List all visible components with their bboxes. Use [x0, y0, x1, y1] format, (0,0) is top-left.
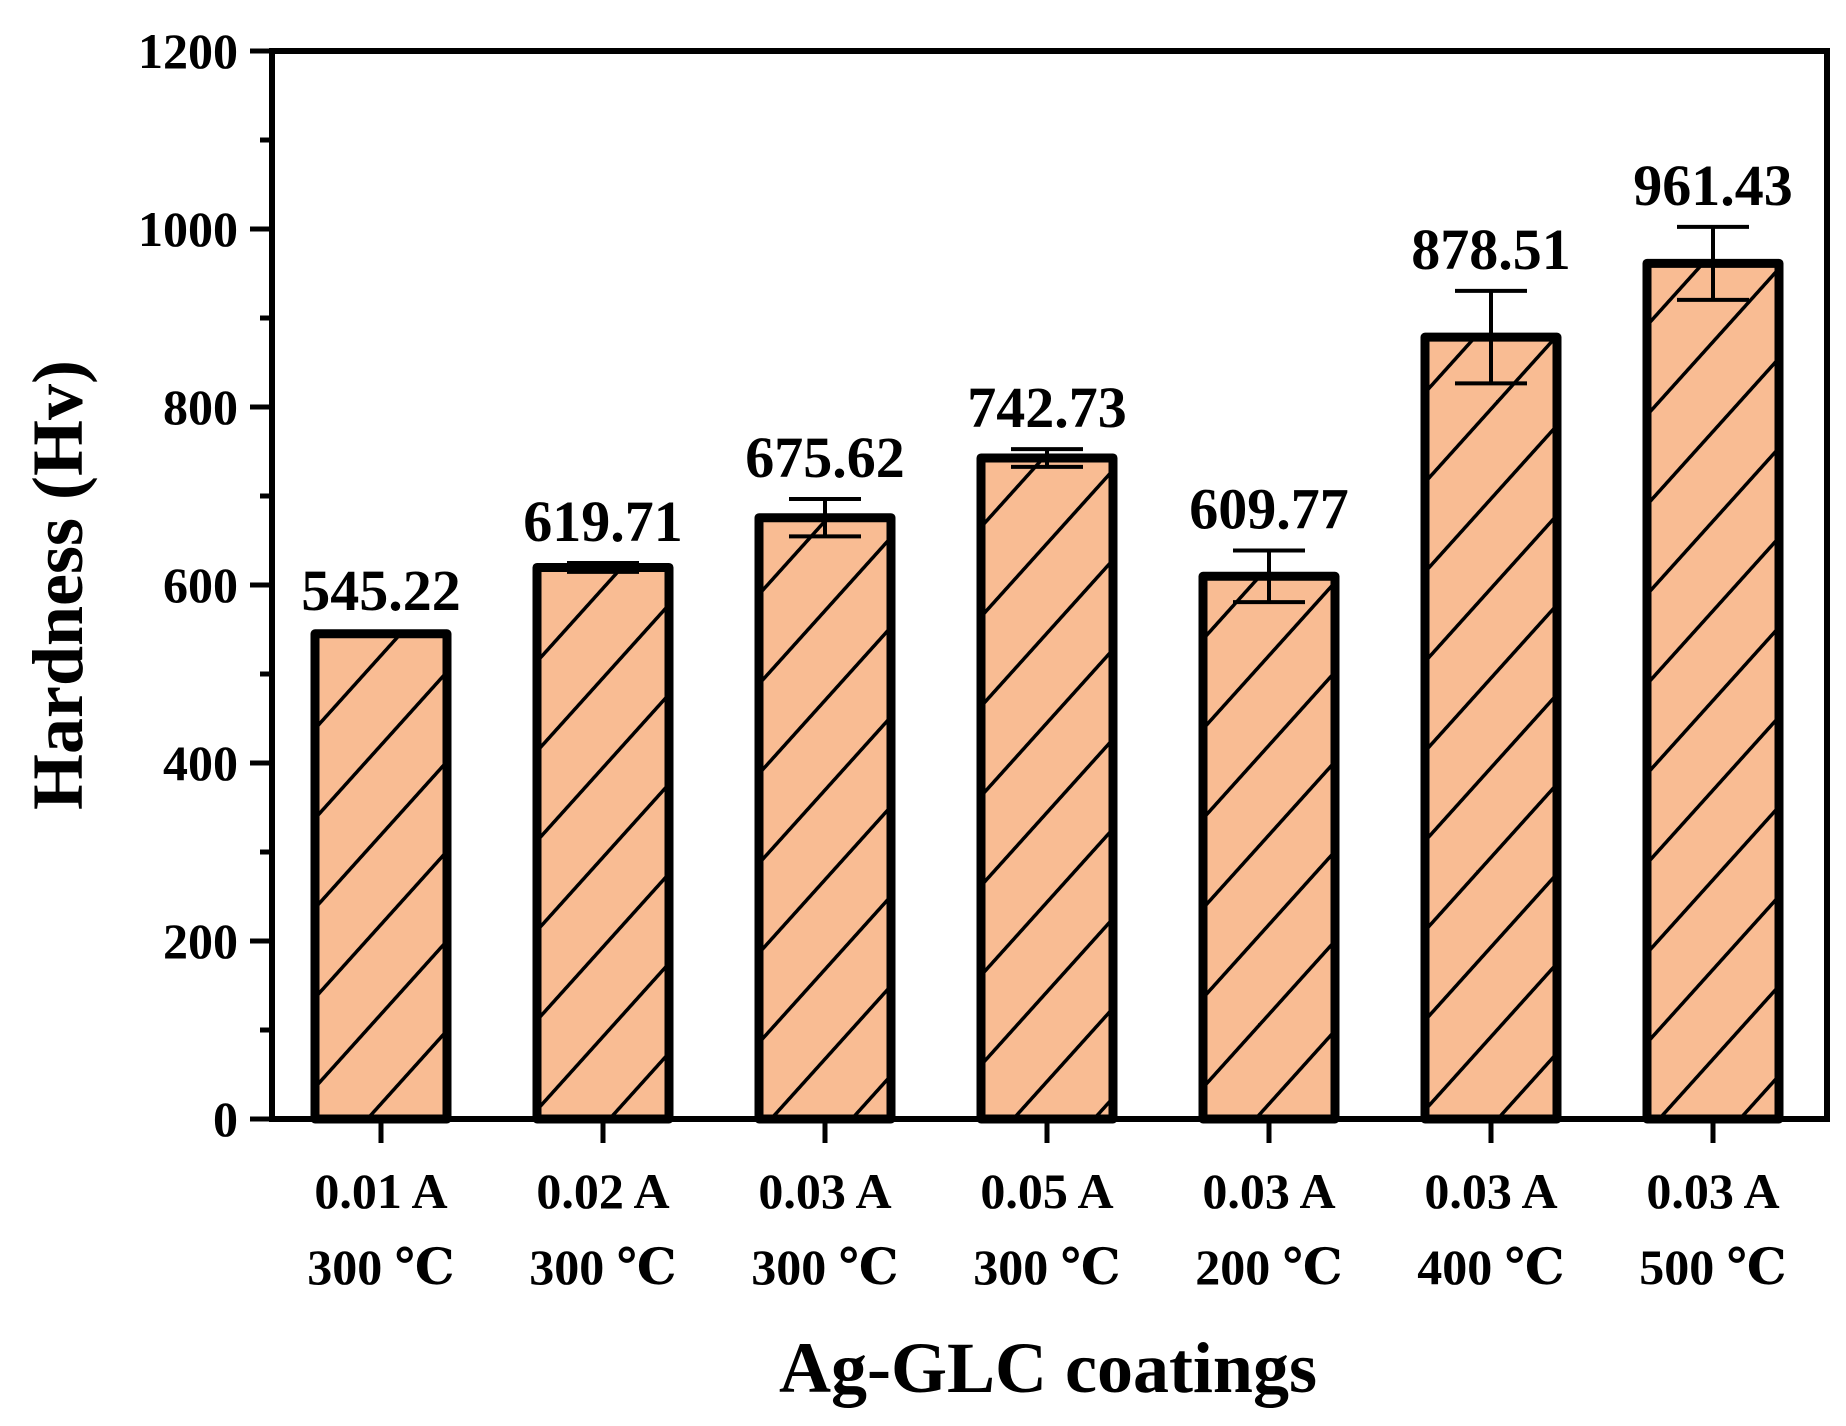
y-tick-label: 1200 [138, 23, 238, 79]
x-tick-label: 0.03 A [758, 1163, 891, 1219]
bar [532, 562, 674, 1124]
y-tick-label: 800 [163, 379, 238, 435]
x-tick-label: 0.03 A [1424, 1163, 1557, 1219]
data-label: 742.73 [967, 375, 1127, 440]
x-tick-label: 0.01 A [314, 1163, 447, 1219]
x-tick-label: 0.03 A [1646, 1163, 1779, 1219]
x-axis-title: Ag-GLC coatings [779, 1328, 1317, 1408]
x-tick-label: 300 ℃ [751, 1239, 898, 1295]
x-tick-label: 0.02 A [536, 1163, 669, 1219]
bar [1642, 258, 1784, 1124]
x-tick-label: 300 ℃ [529, 1239, 676, 1295]
x-tick-label: 300 ℃ [973, 1239, 1120, 1295]
y-tick-label: 0 [213, 1091, 238, 1147]
x-tick-label: 400 ℃ [1417, 1239, 1564, 1295]
y-tick-label: 1000 [138, 201, 238, 257]
axes-group: 0.01 A 300 ℃ 0.02 A 300 ℃ 0.03 A 300 ℃ 0.05 A 3… [138, 23, 1830, 1295]
x-tick-label: 500 ℃ [1639, 1239, 1786, 1295]
data-label: 619.71 [523, 489, 683, 554]
bars-group: 545.22 619.71 675.62 742.73 609.77 878.51 961.… [301, 153, 1793, 1124]
data-label: 878.51 [1411, 217, 1571, 282]
bar [1198, 571, 1340, 1124]
data-label: 609.77 [1189, 476, 1349, 541]
bar [754, 513, 896, 1124]
y-tick-label: 600 [163, 557, 238, 613]
y-tick-label: 400 [163, 735, 238, 791]
x-tick-label: 0.03 A [1202, 1163, 1335, 1219]
bar [1420, 332, 1562, 1124]
bar [976, 453, 1118, 1124]
x-tick-label: 0.05 A [980, 1163, 1113, 1219]
data-label: 545.22 [301, 558, 461, 623]
data-label: 675.62 [745, 425, 905, 490]
data-label: 961.43 [1633, 153, 1793, 218]
x-tick-label: 300 ℃ [307, 1239, 454, 1295]
x-tick-label: 200 ℃ [1195, 1239, 1342, 1295]
bar [310, 629, 452, 1124]
y-tick-label: 200 [163, 913, 238, 969]
y-axis-title: Hardness (Hv) [18, 360, 98, 810]
